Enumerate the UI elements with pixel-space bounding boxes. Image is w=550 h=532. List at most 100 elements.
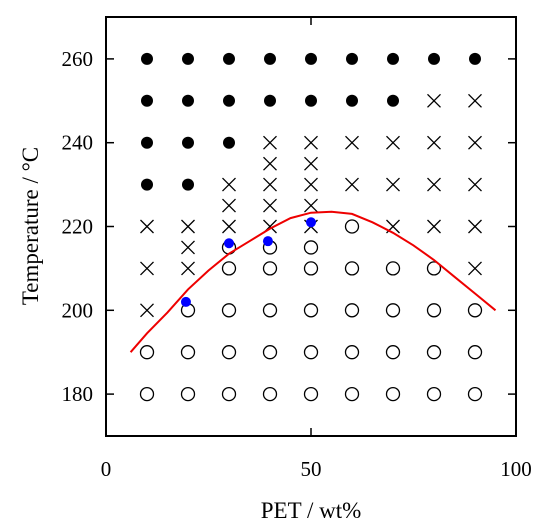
open-point	[303, 303, 319, 318]
y-tick-label: 240	[62, 131, 94, 155]
open-point	[385, 261, 401, 276]
filled-point	[141, 52, 153, 65]
open-point	[139, 386, 155, 402]
filled-point	[182, 94, 194, 107]
filled-point	[387, 52, 399, 65]
filled-point	[182, 52, 194, 65]
blue-point	[262, 236, 273, 247]
filled-point	[469, 52, 481, 65]
cross-point	[140, 219, 154, 234]
open-point	[385, 386, 401, 402]
open-point	[426, 303, 442, 318]
cross-point	[263, 135, 277, 150]
open-point	[467, 386, 483, 402]
open-point	[344, 345, 360, 360]
filled-point	[141, 94, 153, 107]
cross-point	[263, 198, 277, 213]
open-point	[467, 303, 483, 318]
open-point	[139, 345, 155, 360]
cross-point	[468, 177, 482, 192]
filled-point	[346, 52, 358, 65]
open-point	[262, 386, 278, 402]
cross-point	[468, 261, 482, 276]
x-tick-label: 100	[500, 457, 532, 481]
cross-point	[345, 177, 359, 192]
cross-point	[427, 93, 441, 108]
blue-point	[180, 296, 191, 307]
cross-point	[427, 219, 441, 234]
open-point	[303, 386, 319, 402]
cross-point	[222, 198, 236, 213]
open-point	[385, 303, 401, 318]
filled-point	[223, 94, 235, 107]
filled-point	[223, 52, 235, 65]
y-tick-label: 260	[62, 47, 94, 71]
y-tick-label: 200	[62, 298, 94, 322]
y-tick-label: 180	[62, 382, 94, 406]
cross-point	[140, 303, 154, 318]
filled-point	[305, 94, 317, 107]
cross-point	[427, 177, 441, 192]
open-point	[344, 303, 360, 318]
cross-point	[222, 177, 236, 192]
open-point	[262, 303, 278, 318]
open-point	[344, 219, 360, 234]
filled-point	[223, 136, 235, 149]
x-tick-label: 0	[101, 457, 112, 481]
cross-point	[181, 261, 195, 276]
cross-point	[263, 156, 277, 171]
y-axis-title: Temperature / °C	[18, 147, 43, 305]
open-point	[262, 261, 278, 276]
open-point	[426, 386, 442, 402]
x-tick-label: 50	[301, 457, 322, 481]
open-point	[262, 345, 278, 360]
filled-point	[346, 94, 358, 107]
filled-point	[141, 136, 153, 149]
filled-point	[428, 52, 440, 65]
cross-point	[427, 135, 441, 150]
open-point	[221, 386, 237, 402]
open-point	[180, 386, 196, 402]
cross-point	[181, 240, 195, 255]
filled-point	[141, 178, 153, 191]
cross-point	[140, 261, 154, 276]
cross-point	[468, 135, 482, 150]
cross-point	[304, 177, 318, 192]
cross-point	[222, 219, 236, 234]
open-point	[344, 386, 360, 402]
cross-point	[345, 135, 359, 150]
open-point	[467, 345, 483, 360]
boundary-curve	[129, 210, 497, 353]
blue-point	[224, 238, 234, 249]
filled-point	[305, 52, 317, 65]
x-axis-title: PET / wt%	[261, 498, 362, 523]
filled-point	[264, 94, 276, 107]
open-point	[303, 345, 319, 360]
blue-point	[306, 217, 316, 228]
open-point	[221, 345, 237, 360]
cross-point	[468, 219, 482, 234]
open-point	[344, 261, 360, 276]
open-point	[303, 240, 319, 255]
cross-point	[386, 177, 400, 192]
open-point	[221, 303, 237, 318]
filled-point	[182, 178, 194, 191]
cross-point	[304, 135, 318, 150]
cross-point	[386, 135, 400, 150]
open-point	[426, 345, 442, 360]
y-tick-label: 220	[62, 215, 94, 239]
open-point	[426, 261, 442, 276]
filled-point	[387, 94, 399, 107]
cross-point	[263, 177, 277, 192]
filled-point	[182, 136, 194, 149]
cross-point	[181, 219, 195, 234]
open-point	[180, 345, 196, 360]
open-point	[303, 261, 319, 276]
filled-point	[264, 52, 276, 65]
cross-point	[468, 93, 482, 108]
open-point	[385, 345, 401, 360]
cross-point	[304, 198, 318, 213]
cross-point	[304, 156, 318, 171]
